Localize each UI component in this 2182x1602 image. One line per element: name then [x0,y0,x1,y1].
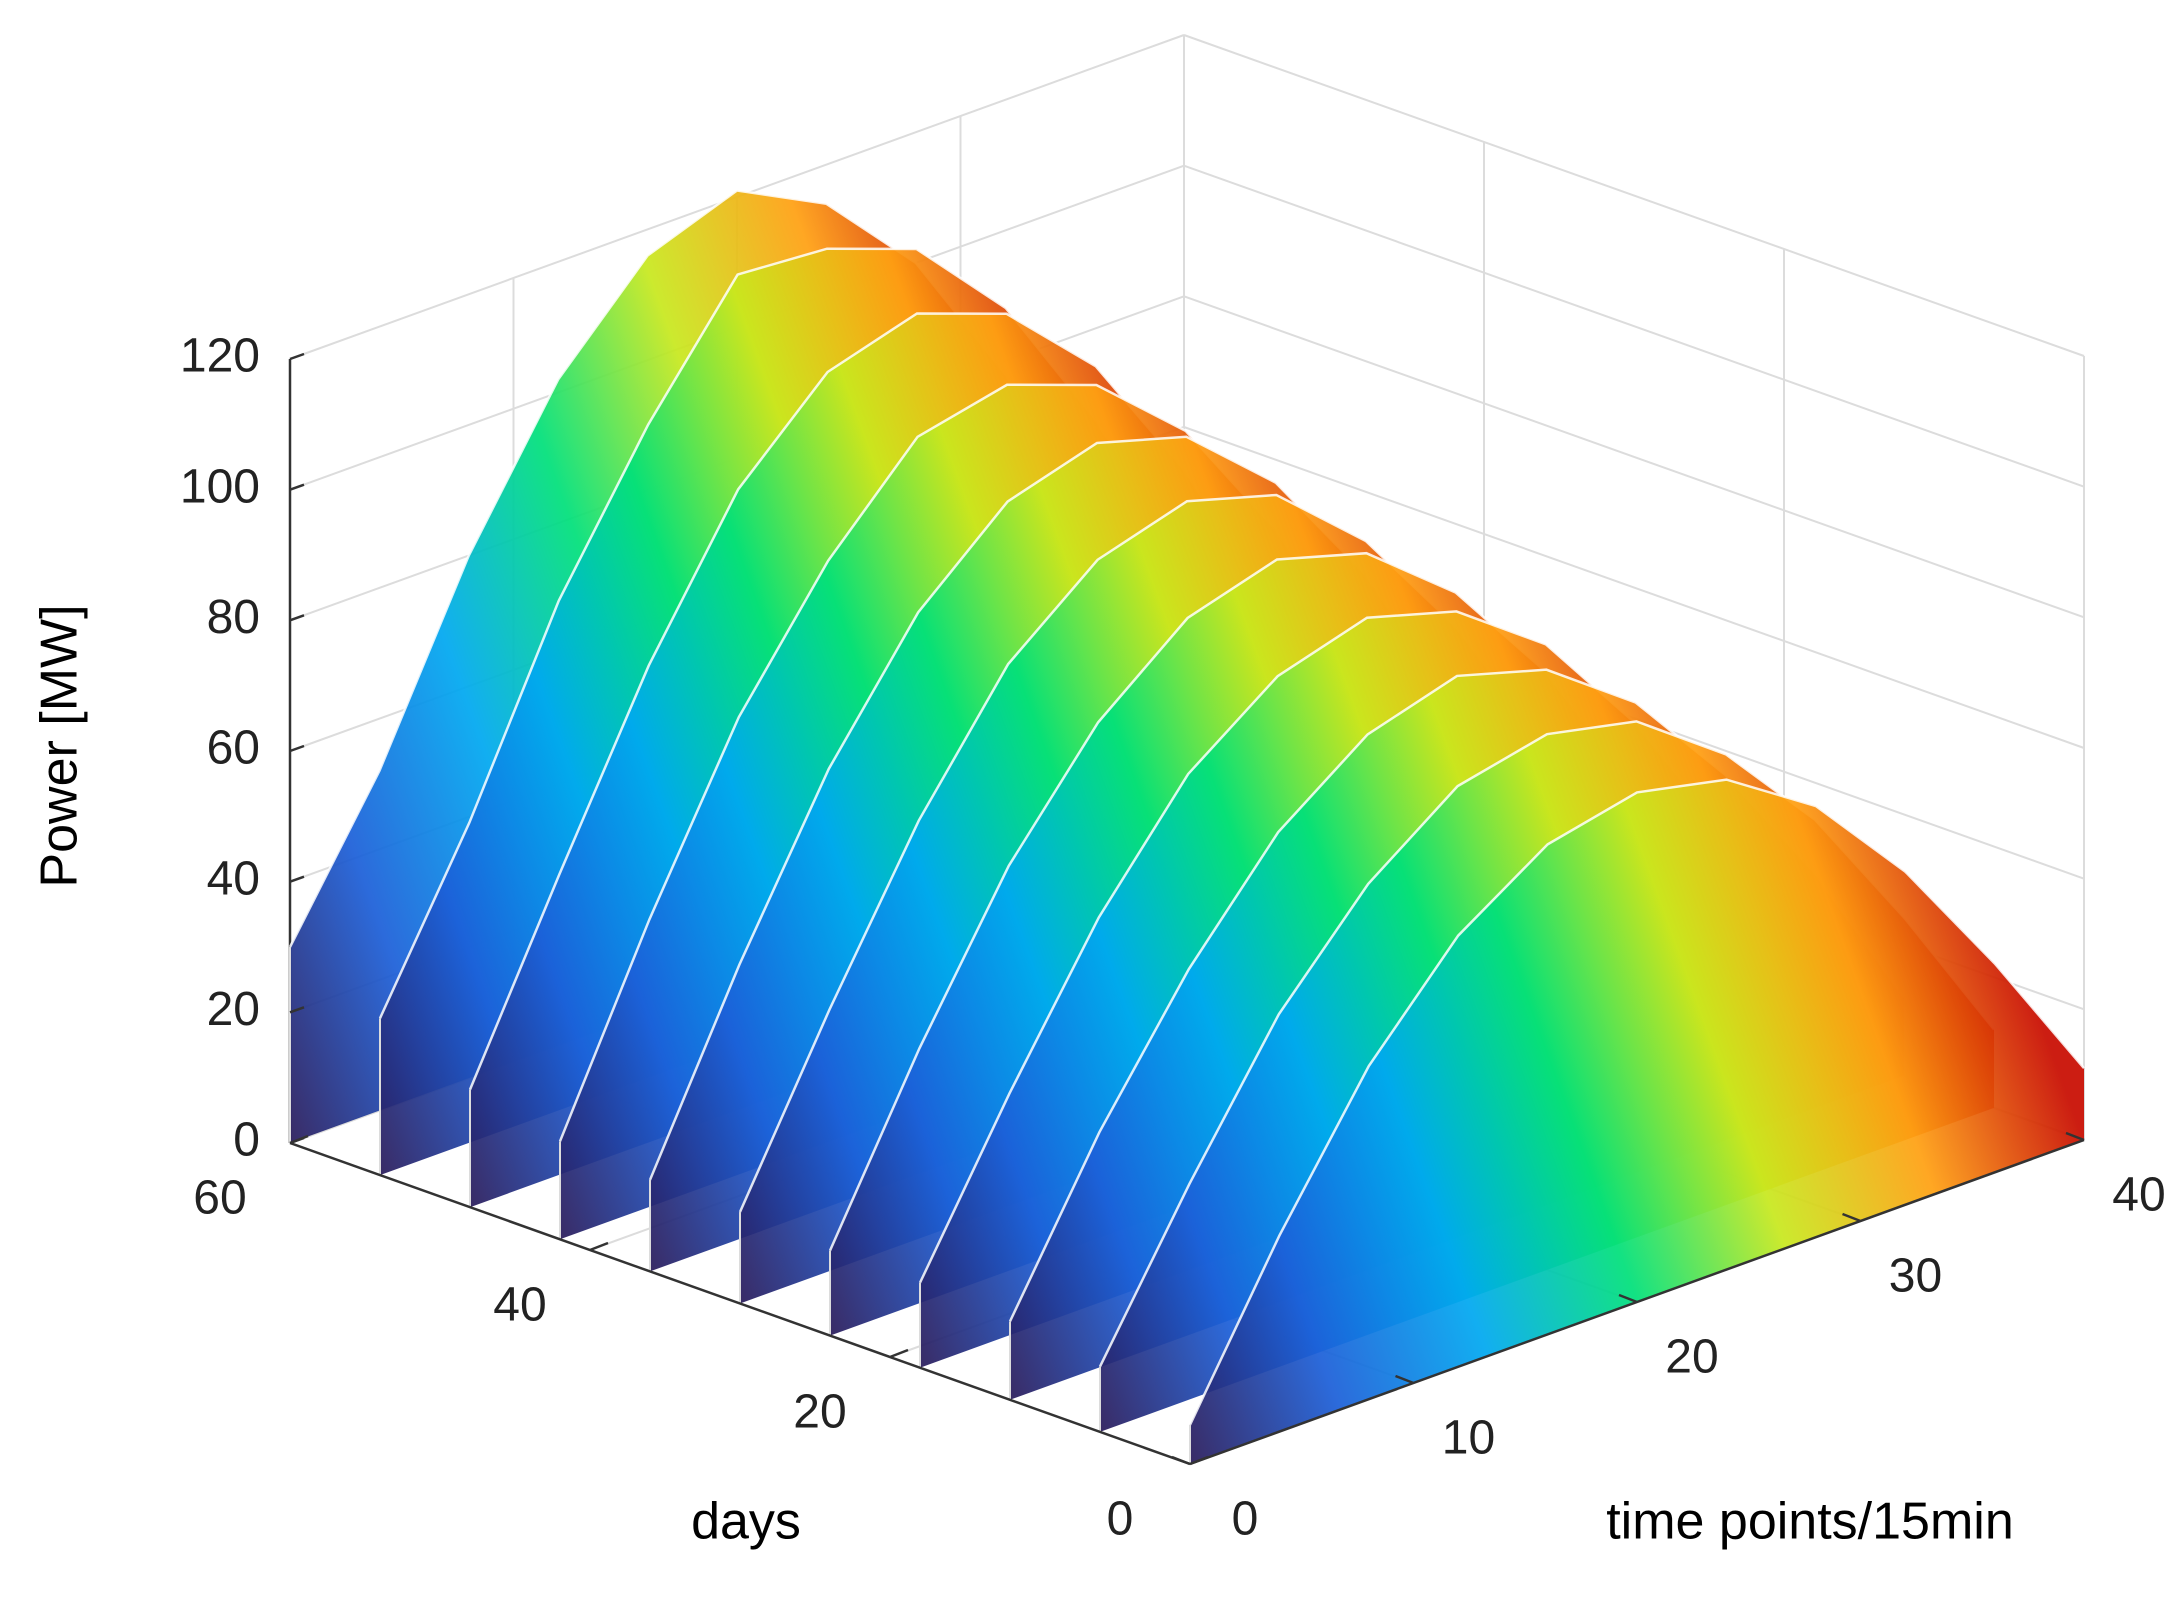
z-axis-title: Power [MW] [31,604,89,887]
y-tick [289,1134,309,1145]
ribbon-line [1188,778,2085,1426]
x-tick [1842,1212,1861,1223]
x-tick [1618,1293,1638,1304]
y-tick-label: 60 [193,1172,246,1225]
y-tick [1189,1455,1209,1466]
z-tick-label: 80 [207,591,260,644]
x-tick [2065,1131,2085,1142]
z-tick [289,1006,305,1014]
y-tick [889,1348,909,1359]
z-tick-label: 0 [233,1114,260,1167]
y-axis [289,1141,1191,1466]
x-tick-label: 40 [2112,1169,2165,1222]
x-tick-label: 20 [1665,1331,1718,1384]
z-tick-label: 100 [180,460,260,513]
x-tick [1395,1374,1414,1385]
y-tick-label: 0 [1107,1493,1134,1546]
x-axis-title: time points/15min [1606,1493,2014,1551]
ribbon [1190,779,2084,1464]
x-tick-label: 10 [1442,1412,1495,1465]
z-tick [289,875,305,883]
y-tick-label: 20 [793,1386,846,1439]
grid-line [1183,34,2085,357]
x-tick-label: 0 [1232,1493,1259,1546]
grid-line [1183,295,2085,619]
x-tick [1171,1455,1191,1466]
z-tick [289,352,305,361]
x-tick-label: 30 [1889,1250,1942,1303]
z-tick [289,744,305,753]
z-tick-label: 60 [207,722,260,775]
z-tick-label: 20 [207,983,260,1036]
grid-line [1183,164,2085,488]
y-tick [589,1241,609,1252]
y-tick-label: 40 [493,1279,546,1332]
z-tick-label: 120 [180,330,260,383]
z-tick [289,483,305,491]
z-tick-label: 40 [207,852,260,905]
y-axis-title: days [691,1493,801,1551]
z-tick [289,614,305,622]
grid-line [1183,426,2085,749]
